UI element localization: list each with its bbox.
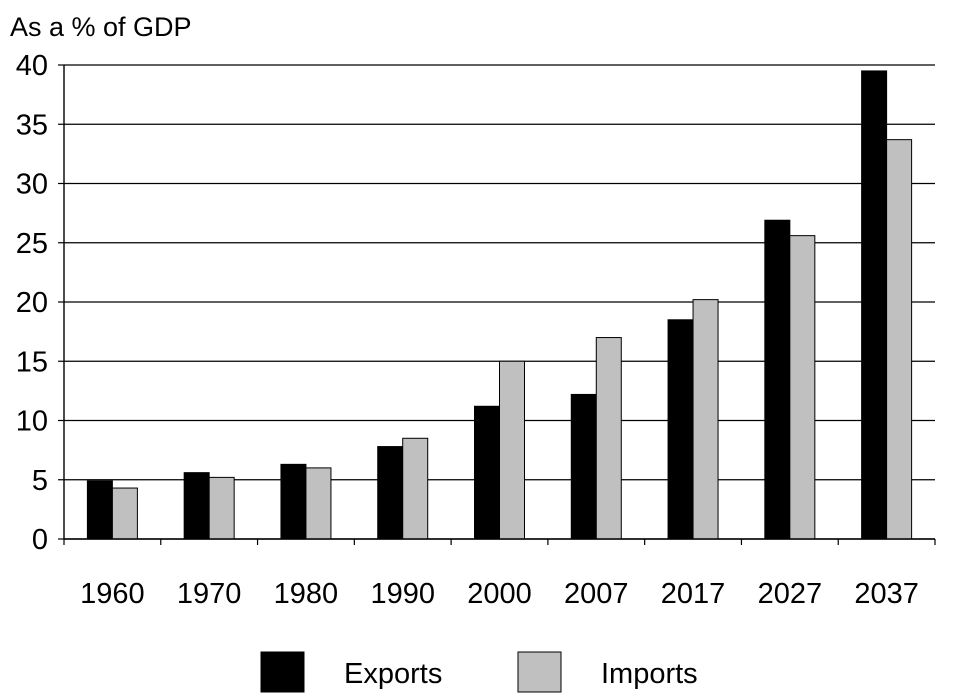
y-tick-label: 35 — [16, 109, 48, 141]
y-tick-label: 10 — [16, 406, 48, 438]
bar-imports-2007 — [595, 337, 622, 540]
x-tick-label: 1970 — [177, 578, 242, 610]
bar-imports-2027 — [789, 235, 816, 540]
legend-label-imports: Imports — [601, 658, 698, 690]
bar-exports-1960 — [86, 480, 113, 540]
bar-imports-1970 — [208, 476, 235, 540]
bar-imports-1980 — [305, 467, 332, 540]
bar-imports-1960 — [111, 487, 138, 540]
legend-label-exports: Exports — [344, 658, 442, 690]
x-tick-label: 2027 — [758, 578, 823, 610]
y-tick-label: 40 — [16, 50, 48, 82]
x-tick-label: 2007 — [564, 578, 629, 610]
x-tick-label: 1990 — [370, 578, 435, 610]
x-tick-label: 1960 — [80, 578, 145, 610]
legend-swatch-exports — [260, 651, 305, 693]
bar-exports-1980 — [280, 463, 307, 540]
y-tick-labels: 0 5 10 15 20 25 30 35 40 — [16, 50, 48, 556]
x-tick-label: 2037 — [854, 578, 919, 610]
bar-imports-2017 — [692, 299, 719, 540]
bar-imports-2000 — [499, 360, 525, 540]
bar-exports-2037 — [861, 70, 888, 540]
bar-exports-2000 — [474, 405, 500, 540]
bar-imports-1990 — [402, 437, 429, 540]
bars — [86, 70, 913, 540]
x-tick-labels: 1960 1970 1980 1990 2000 2007 2017 2027 2037 — [80, 578, 919, 610]
y-tick-label: 20 — [16, 287, 48, 319]
bar-exports-2007 — [570, 393, 597, 540]
axes — [58, 64, 936, 545]
y-tick-label: 15 — [16, 346, 48, 378]
x-tick-label: 1980 — [274, 578, 339, 610]
y-tick-label: 0 — [32, 524, 48, 556]
bar-exports-2027 — [764, 219, 791, 540]
bar-exports-1990 — [377, 446, 404, 540]
y-tick-label: 30 — [16, 169, 48, 201]
legend-swatch-imports — [517, 651, 562, 693]
y-tick-label: 5 — [32, 465, 48, 497]
bar-exports-1970 — [183, 472, 210, 540]
bar-imports-2037 — [886, 139, 913, 540]
y-tick-label: 25 — [16, 228, 48, 260]
x-tick-label: 2000 — [467, 578, 532, 610]
x-tick-label: 2017 — [661, 578, 726, 610]
legend: Exports Imports — [260, 651, 698, 693]
y-axis-title: As a % of GDP — [10, 12, 192, 42]
bar-exports-2017 — [667, 319, 694, 540]
